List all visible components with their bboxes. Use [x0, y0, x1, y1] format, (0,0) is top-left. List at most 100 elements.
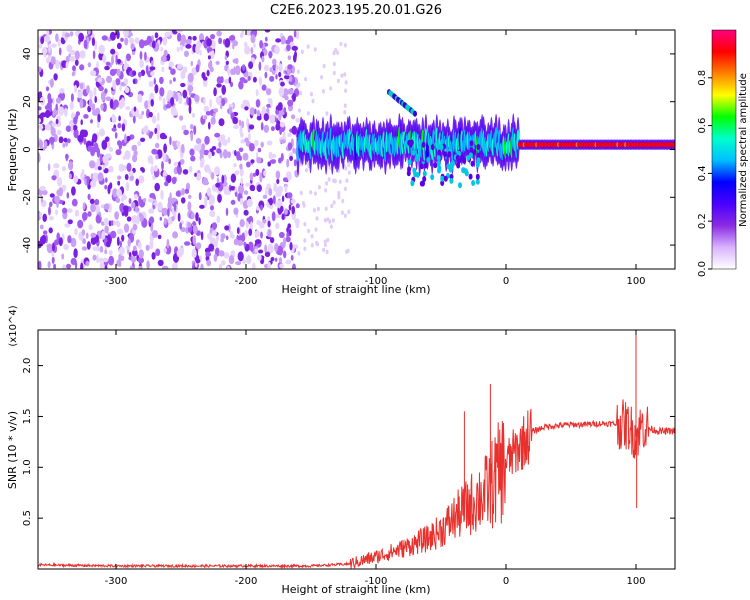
noise-blob	[69, 101, 74, 110]
noise-blob	[263, 170, 267, 177]
noise-blob	[106, 75, 112, 84]
noise-blob	[263, 113, 269, 122]
signal-scatter	[443, 175, 448, 182]
noise-blob	[104, 184, 108, 190]
noise-blob	[343, 103, 347, 108]
noise-blob	[40, 112, 47, 118]
signal-scatter	[446, 163, 451, 170]
noise-blob	[138, 249, 144, 259]
noise-blob	[163, 217, 167, 225]
signal-scatter	[472, 149, 477, 156]
noise-blob	[46, 102, 52, 110]
noise-blob	[54, 195, 61, 204]
noise-blob	[287, 55, 291, 60]
noise-blob	[103, 217, 109, 227]
noise-blob	[165, 104, 172, 109]
noise-blob	[75, 111, 80, 117]
spectrogram-xlabel: Height of straight line (km)	[281, 283, 430, 296]
noise-blob	[87, 145, 93, 152]
noise-blob	[79, 98, 84, 109]
signal-scatter	[422, 170, 427, 177]
noise-blob	[340, 73, 344, 78]
noise-blob	[296, 69, 300, 74]
noise-blob	[41, 46, 48, 56]
noise-blob	[264, 30, 271, 33]
noise-blob	[93, 87, 97, 97]
noise-blob	[43, 35, 51, 43]
noise-blob	[324, 188, 328, 193]
noise-blob	[160, 46, 163, 52]
noise-blob	[199, 49, 202, 56]
noise-blob	[141, 111, 145, 115]
colorbar-axis: 0.0 0.2 0.4 0.6 0.8	[697, 70, 712, 277]
noise-blob	[229, 230, 234, 239]
noise-blob	[238, 147, 244, 153]
noise-blob	[151, 230, 158, 238]
noise-blob	[243, 241, 247, 247]
noise-blob	[188, 194, 192, 199]
noise-blob	[109, 31, 116, 41]
noise-blob	[239, 197, 243, 205]
noise-blob	[125, 181, 130, 191]
signal-scatter	[450, 159, 455, 166]
signal-scatter	[464, 170, 469, 177]
noise-blob	[69, 55, 76, 62]
noise-blob	[248, 142, 255, 152]
noise-blob	[261, 84, 267, 91]
signal-scatter	[476, 157, 481, 164]
noise-blob	[63, 244, 69, 251]
noise-blob	[242, 152, 249, 161]
noise-blob	[46, 244, 52, 248]
noise-blob	[324, 206, 328, 211]
snr-ylabel: SNR (10 * v/v)	[6, 411, 19, 489]
noise-blob	[65, 61, 69, 69]
noise-blob	[121, 97, 125, 106]
noise-blob	[187, 72, 194, 83]
noise-blob	[241, 30, 245, 36]
noise-blob	[280, 205, 284, 213]
noise-blob	[73, 128, 79, 139]
noise-blob	[346, 248, 350, 253]
noise-blob	[290, 114, 296, 120]
noise-blob	[64, 32, 71, 38]
noise-blob	[92, 172, 99, 182]
noise-blob	[140, 137, 146, 142]
snr-series	[38, 330, 675, 569]
noise-blob	[85, 260, 90, 267]
noise-blob	[221, 174, 225, 184]
noise-blob	[53, 163, 60, 169]
noise-blob	[70, 124, 74, 133]
noise-blob	[92, 50, 96, 60]
noise-blob	[332, 200, 336, 205]
noise-blob	[116, 42, 122, 50]
noise-blob	[297, 82, 301, 87]
y-tick-label: -40	[22, 237, 33, 253]
signal-scatter	[475, 178, 480, 185]
noise-blob	[269, 237, 275, 244]
noise-blob	[162, 265, 169, 269]
noise-blob	[144, 100, 149, 110]
noise-blob	[209, 49, 215, 60]
noise-blob	[210, 205, 214, 211]
noise-blob	[87, 193, 91, 200]
noise-blob	[246, 198, 253, 208]
noise-blob	[281, 213, 285, 221]
noise-blob	[262, 194, 268, 199]
noise-blob	[180, 34, 187, 45]
noise-blob	[170, 68, 176, 75]
noise-blob	[49, 193, 55, 198]
noise-blob	[233, 207, 239, 215]
noise-blob	[274, 45, 280, 55]
noise-blob	[321, 89, 325, 94]
noise-blob	[211, 230, 217, 237]
noise-blob	[162, 134, 168, 140]
signal-scatter	[421, 141, 426, 148]
noise-blob	[98, 44, 105, 54]
noise-blob	[195, 212, 199, 222]
noise-blob	[277, 245, 284, 256]
noise-blob	[68, 173, 72, 179]
noise-blob	[269, 114, 276, 124]
noise-blob	[102, 165, 106, 170]
signal-scatter	[440, 175, 445, 182]
